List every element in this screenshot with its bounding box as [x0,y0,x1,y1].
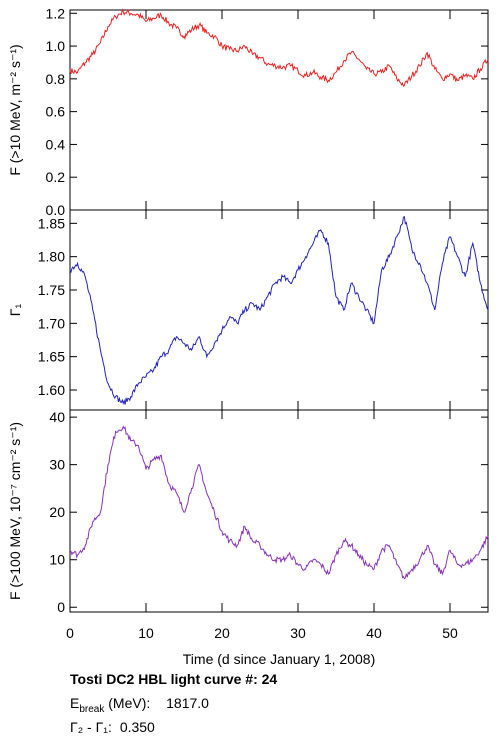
panel-1-ylabel: F (>10 MeV, m⁻² s⁻¹) [7,44,23,175]
light-curve-title: Tosti DC2 HBL light curve #: 24 [70,670,277,688]
panel-3-ytick-label: 0 [57,599,65,615]
panel-1-series-line [69,8,489,88]
panel-2-ytick-label: 1.65 [38,349,65,365]
panel-3-ytick-label: 10 [49,552,65,568]
xtick-label: 10 [138,625,154,641]
ebreak-subscript: break [79,704,105,715]
xtick-label: 40 [366,625,382,641]
panel-3-series-line [69,425,489,580]
panel-1-ytick-label: 0.8 [46,71,66,87]
panel-2-ytick-label: 1.85 [38,215,65,231]
panel-2-ytick-label: 1.60 [38,382,65,398]
ebreak-line: Ebreak (MeV): 1817.0 [70,694,209,719]
panel-2-frame [69,209,489,411]
panel-2-ytick-label: 1.75 [38,282,65,298]
xtick-label: 50 [442,625,458,641]
xtick-label: 30 [290,625,306,641]
xtick-label: 0 [66,625,74,641]
gamma-diff-value: 0.350 [119,719,155,735]
title-value: 24 [261,671,278,687]
panel-2-ytick-label: 1.80 [38,249,65,265]
panel-3-ytick-label: 30 [49,457,65,473]
panel-1-ytick-label: 0.0 [46,202,66,218]
panel-1-ytick-label: 1.2 [46,5,66,21]
title-label: Tosti DC2 HBL light curve #: [70,671,258,687]
panel-3-frame [69,409,489,613]
ebreak-unit: (MeV): [108,695,151,711]
panel-3-ytick-label: 20 [49,504,65,520]
panel-1-ytick-label: 0.2 [46,169,66,185]
panel-2-series-line [69,215,489,405]
gamma-diff-line: Γ₂ - Γ₁: 0.350 [70,718,155,736]
panel-1-frame [69,9,489,211]
x-axis-label: Time (d since January 1, 2008) [183,651,375,667]
panel-3-ytick-label: 40 [49,409,65,425]
gamma-diff-label: Γ₂ - Γ₁: [70,719,112,735]
ebreak-symbol: E [70,695,80,711]
panel-1-ytick-label: 1.0 [46,38,66,54]
panel-2-ytick-label: 1.70 [38,315,65,331]
panel-2-ylabel: Γ₁ [7,304,23,317]
panel-3-ylabel: F (>100 MeV, 10⁻⁷ cm⁻² s⁻¹) [7,422,23,600]
xtick-label: 20 [214,625,230,641]
ebreak-value: 1817.0 [166,695,209,711]
panel-1-ytick-label: 0.6 [46,104,66,120]
panel-1-ytick-label: 0.4 [46,136,66,152]
